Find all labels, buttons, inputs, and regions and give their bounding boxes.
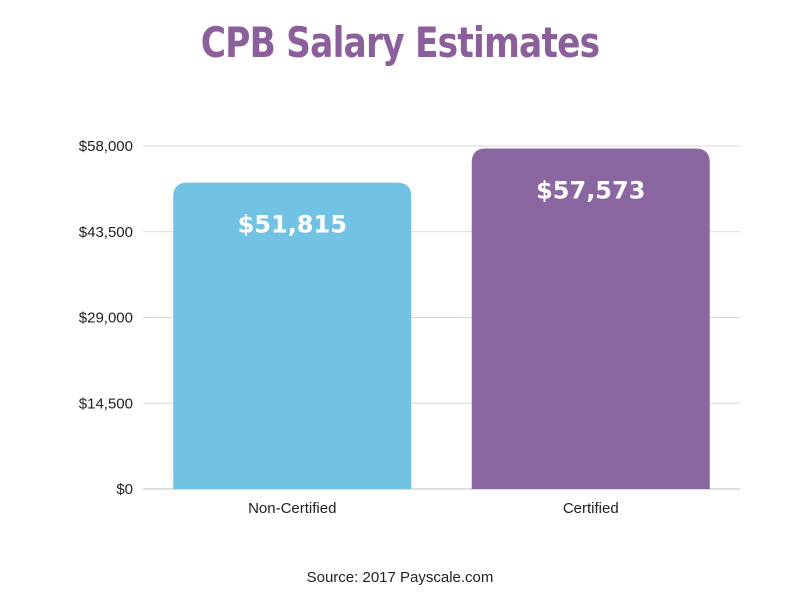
y-tick-label: $58,000 <box>79 138 133 155</box>
y-tick-label: $14,500 <box>79 395 133 412</box>
x-tick-label: Certified <box>563 500 619 517</box>
bar-certified <box>471 148 710 489</box>
y-tick-label: $43,500 <box>79 224 133 241</box>
source-note: Source: 2017 Payscale.com <box>306 569 494 586</box>
y-axis-ticks: $0 $14,500 $29,000 $43,500 $58,000 <box>79 138 133 498</box>
data-label: $51,815 <box>238 211 347 239</box>
x-axis-labels: Non-Certified Certified <box>248 500 619 517</box>
y-tick-label: $0 <box>116 481 133 498</box>
chart-title: CPB Salary Estimates <box>200 18 600 67</box>
bars: $51,815 $57,573 <box>173 148 710 489</box>
x-tick-label: Non-Certified <box>248 500 336 517</box>
data-label: $57,573 <box>536 177 645 205</box>
bar-non-certified <box>173 182 412 489</box>
y-tick-label: $29,000 <box>79 310 133 327</box>
